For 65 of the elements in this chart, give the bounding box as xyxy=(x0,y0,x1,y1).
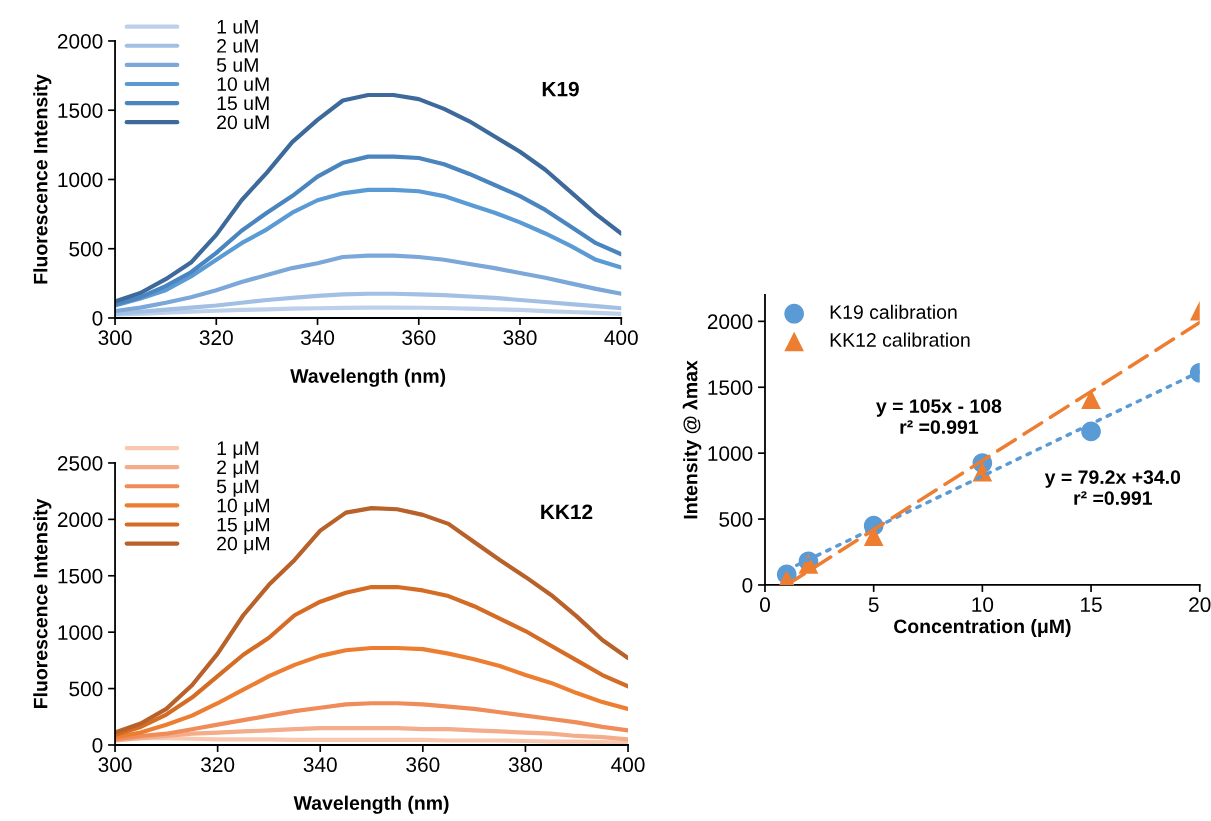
x-tick-label: 15 xyxy=(1081,597,1102,613)
y-tick-label: 0 xyxy=(92,737,103,753)
y-tick-label: 500 xyxy=(69,241,103,257)
legend-label: 10 uM xyxy=(217,77,269,91)
legend-label: 1 uM xyxy=(217,20,258,34)
line-series xyxy=(115,645,629,740)
legend-label: 5 uM xyxy=(216,58,258,72)
legend-label: 20 μM xyxy=(217,536,269,555)
text: K19 xyxy=(542,81,579,97)
legend-label: 15 μM xyxy=(217,517,269,535)
legend-label: 10 μM xyxy=(217,498,269,516)
y-tick-label: 1500 xyxy=(708,380,753,395)
y-tick-label: 500 xyxy=(69,681,103,697)
y-tick-label: 500 xyxy=(719,512,753,527)
y-tick-label: 1000 xyxy=(708,446,753,461)
x-tick-label: 340 xyxy=(300,330,335,346)
x-tick-label: 300 xyxy=(98,330,132,346)
legend-label: 1 μM xyxy=(217,441,259,459)
legend-label: 15 uM xyxy=(217,96,269,111)
legend-label: 5 μM xyxy=(216,479,259,497)
y-axis-title: Fluorescence Intensity xyxy=(33,498,52,709)
x-tick-label: 5 xyxy=(868,597,879,613)
x-tick-label: 380 xyxy=(508,757,542,773)
y-axis-title: Intensity @ λmax xyxy=(682,360,702,519)
x-tick-label: 400 xyxy=(604,330,638,346)
x-tick-label: 0 xyxy=(760,597,770,613)
y-tick-label: 2000 xyxy=(57,512,103,528)
y-tick-label: 2500 xyxy=(57,455,103,471)
y-tick-label: 0 xyxy=(92,310,103,326)
line-series xyxy=(115,701,629,742)
y-axis-title: Fluorescence Intensity xyxy=(33,74,52,284)
y-tick-label: 1000 xyxy=(58,625,103,640)
x-tick-label: 380 xyxy=(503,330,537,346)
x-tick-label: 360 xyxy=(406,757,440,773)
y-tick-label: 1500 xyxy=(58,568,103,584)
line-series xyxy=(115,584,629,737)
x-tick-label: 340 xyxy=(303,757,337,773)
x-axis-title: Concentration (μM) xyxy=(894,618,1071,638)
text: KK12 xyxy=(541,504,593,520)
x-tick-label: 300 xyxy=(98,757,132,773)
x-axis-title: Wavelength (nm) xyxy=(290,368,446,387)
legend-label: 2 μM xyxy=(217,460,259,478)
y-tick-label: 0 xyxy=(742,577,753,593)
y-tick-label: 2000 xyxy=(707,314,753,330)
x-tick-label: 10 xyxy=(972,597,994,613)
x-tick-label: 20 xyxy=(1189,597,1211,613)
x-tick-label: 400 xyxy=(611,757,645,773)
x-tick-label: 320 xyxy=(201,757,235,773)
annotation: y = 79.2x +34.0 r² =0.991 xyxy=(1044,470,1181,505)
x-tick-label: 360 xyxy=(402,330,436,346)
point xyxy=(1081,421,1101,442)
legend-label: KK12 calibration xyxy=(830,332,970,347)
legend-label: 2 uM xyxy=(217,39,258,53)
y-tick-label: 1500 xyxy=(58,103,103,118)
legend-label: 20 uM xyxy=(217,115,269,130)
y-tick-label: 2000 xyxy=(57,33,103,49)
line-series xyxy=(115,253,622,314)
point xyxy=(863,526,884,547)
line-series xyxy=(115,154,622,307)
annotation: y = 105x - 108 r² =0.991 xyxy=(876,399,1002,434)
y-tick-label: 1000 xyxy=(58,172,103,188)
line-series xyxy=(115,187,622,308)
x-tick-label: 320 xyxy=(199,330,233,346)
x-axis-title: Wavelength (nm) xyxy=(293,795,449,814)
legend-label: K19 calibration xyxy=(830,304,957,319)
